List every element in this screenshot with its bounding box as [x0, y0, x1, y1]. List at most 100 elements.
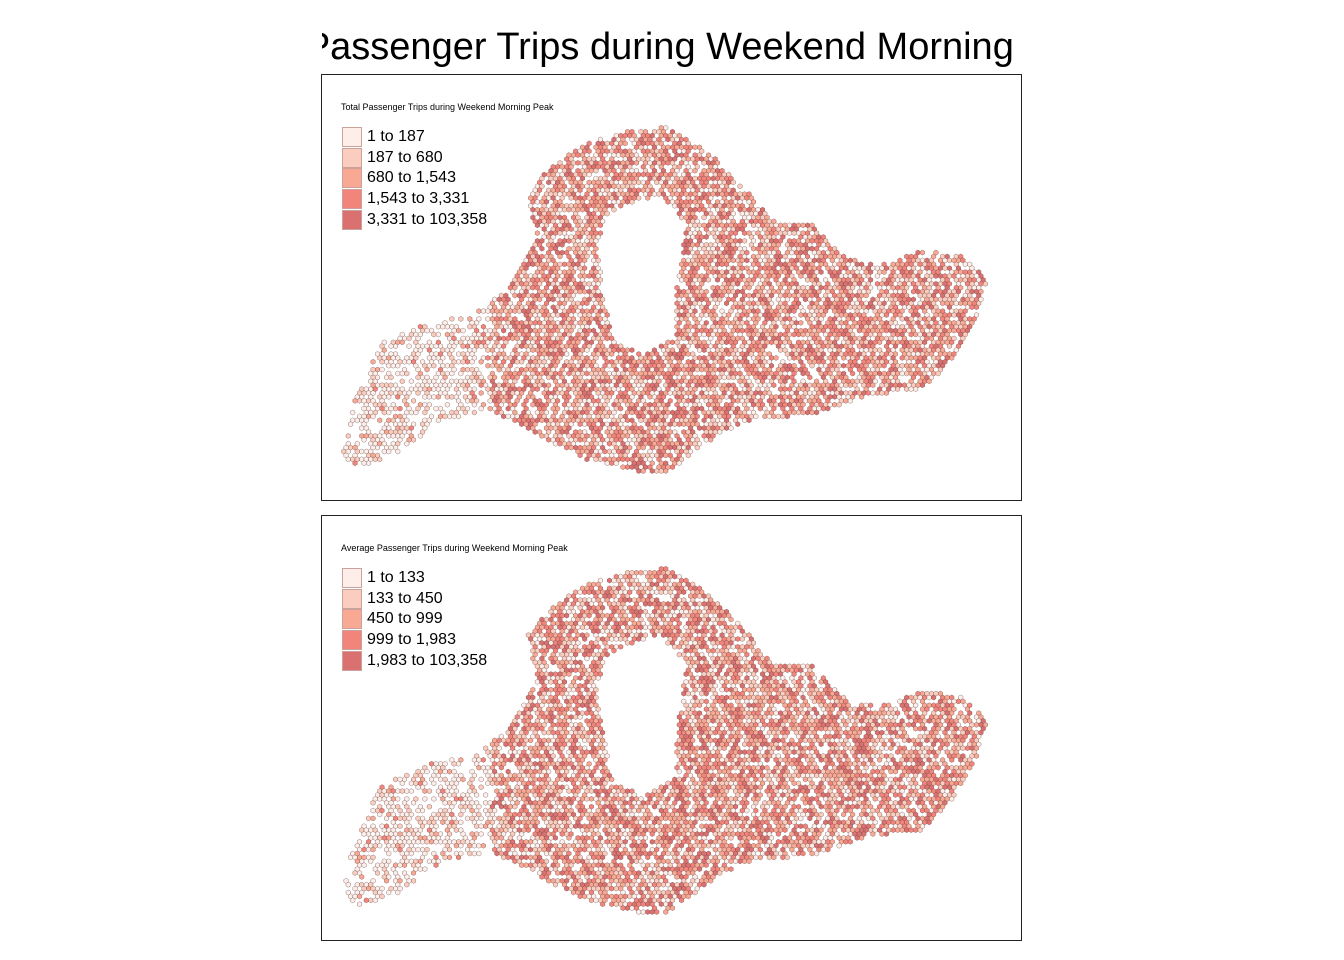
hexagon-cell: [395, 394, 401, 400]
hexagon-cell: [469, 358, 475, 365]
hexagon-cell: [778, 347, 783, 353]
hexagon-cell: [386, 394, 392, 400]
hexagon-cell: [582, 288, 588, 295]
hexagon-cell: [870, 382, 876, 389]
hexagon-cell: [381, 409, 387, 416]
hexagon-cell: [534, 199, 540, 205]
hexagon-cell: [681, 335, 687, 342]
legend-label: 680 to 1,543: [367, 169, 456, 187]
hexagon-cell: [577, 589, 583, 596]
hexagon-cell: [604, 413, 610, 420]
hexagon-cell: [658, 468, 664, 474]
hexagon-cell: [584, 370, 590, 377]
hexagon-cell: [395, 362, 401, 369]
hexagon-cell: [663, 468, 669, 474]
hexagon-cell: [478, 358, 484, 365]
hexagon-cell: [444, 362, 450, 369]
hexagon-cell: [818, 269, 824, 275]
hexagon-cell: [534, 230, 540, 236]
hexagon-cell: [598, 456, 603, 463]
hexagon-cell: [958, 300, 964, 307]
hexagon-cell: [847, 304, 853, 311]
hexagon-cell: [379, 366, 385, 373]
hexagon-cell: [908, 331, 914, 338]
hexagon-cell: [701, 331, 707, 338]
hexagon-cell: [735, 421, 741, 428]
hexagon-cell: [359, 425, 365, 431]
hexagon-cell: [388, 374, 394, 381]
hexagon-cell: [676, 460, 682, 467]
hexagon-cell: [877, 339, 883, 346]
hexagon-cell: [715, 277, 720, 283]
hexagon-cell: [724, 394, 729, 400]
hexagon-cell: [577, 436, 583, 443]
hexagon-cell: [586, 589, 592, 596]
hexagon-cell: [519, 421, 525, 428]
hexagon-cell: [366, 460, 371, 467]
hexagon-cell: [904, 386, 910, 392]
hexagon-cell: [618, 405, 624, 412]
hexagon-cell: [730, 374, 736, 381]
hexagon-cell: [447, 413, 452, 420]
hexagon-cell: [471, 378, 477, 385]
hexagon-cell: [843, 382, 849, 389]
hexagon-cell: [435, 323, 441, 330]
hexagon-cell: [638, 417, 644, 424]
hexagon-cell: [534, 386, 540, 392]
hexagon-cell: [415, 390, 421, 396]
hexagon-cell: [485, 355, 491, 361]
hexagon-cell: [393, 405, 398, 412]
legend-label: 187 to 680: [367, 148, 443, 166]
hexagon-cell: [658, 589, 664, 596]
hexagon-cell: [685, 452, 691, 459]
hexagon-cell: [841, 355, 847, 361]
hexagon-cell: [618, 202, 624, 209]
hexagon-cell: [656, 191, 662, 197]
hexagon-cell: [444, 394, 450, 400]
hexagon-cell: [692, 144, 698, 151]
hexagon-cell: [530, 347, 536, 353]
hexagon-cell: [478, 390, 484, 396]
hexagon-cell: [800, 222, 806, 229]
hexagon-cell: [501, 327, 507, 334]
hexagon-cell: [820, 405, 826, 412]
hexagon-cell: [719, 261, 725, 268]
hexagon-cell: [654, 179, 660, 186]
hexagon-cell: [512, 292, 518, 299]
hexagon-cell: [859, 394, 865, 400]
hexagon-cell: [884, 390, 889, 396]
hexagon-cell: [505, 413, 511, 420]
hexagon-cell: [485, 347, 491, 353]
hexagon-cell: [730, 179, 736, 186]
hexagon-cell: [512, 308, 518, 314]
hexagon-cell: [564, 351, 570, 357]
hexagon-cell: [796, 331, 801, 338]
hexagon-cell: [386, 362, 392, 369]
hexagon-cell: [557, 253, 563, 260]
hexagon-cell: [584, 347, 590, 353]
hexagon-cell: [449, 370, 455, 377]
hexagon-cell: [390, 433, 396, 439]
hexagon-cell: [787, 230, 792, 236]
hexagon-cell: [820, 241, 826, 248]
hexagon-cell: [742, 238, 747, 244]
hexagon-cell: [663, 589, 669, 596]
legend-item: 1,543 to 3,331: [342, 189, 487, 210]
hexagon-cell: [546, 374, 552, 381]
hexagon-cell: [953, 300, 959, 307]
hexagon-cell: [534, 222, 540, 229]
hexagon-cell: [665, 136, 671, 143]
hexagon-cell: [681, 249, 687, 256]
hexagon-cell: [622, 140, 628, 147]
hexagon-cell: [947, 257, 952, 264]
hexagon-cell: [942, 265, 948, 272]
hexagon-cell: [352, 397, 358, 404]
hexagon-cell: [611, 577, 617, 584]
hexagon-cell: [489, 362, 495, 369]
hexagon-cell: [697, 347, 702, 353]
hexagon-cell: [402, 358, 407, 365]
hexagon-cell: [577, 421, 583, 428]
hexagon-cell: [789, 249, 795, 256]
hexagon-cell: [485, 308, 491, 314]
hexagon-cell: [485, 316, 491, 322]
